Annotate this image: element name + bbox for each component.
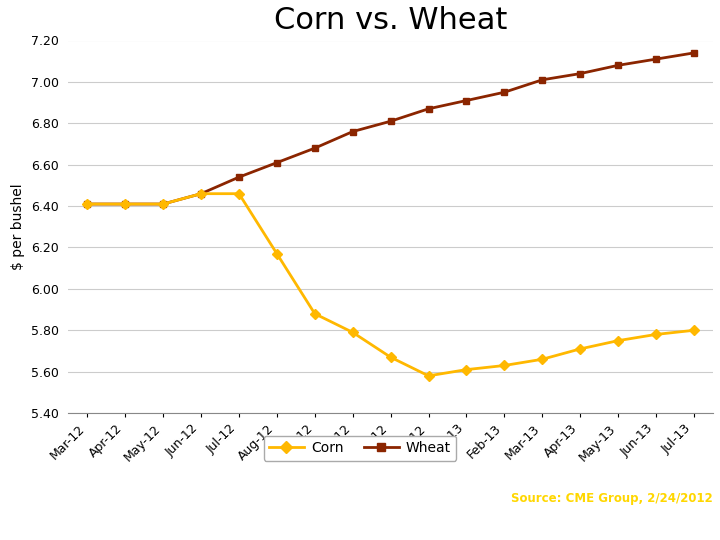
Text: Iowa State University: Iowa State University xyxy=(7,494,206,510)
Text: Ag Decision Maker: Ag Decision Maker xyxy=(568,523,713,537)
Text: Extension and Outreach/Department of Economics: Extension and Outreach/Department of Eco… xyxy=(7,523,272,532)
Legend: Corn, Wheat: Corn, Wheat xyxy=(264,436,456,461)
Title: Corn vs. Wheat: Corn vs. Wheat xyxy=(274,6,508,36)
Text: Source: CME Group, 2/24/2012: Source: CME Group, 2/24/2012 xyxy=(511,491,713,504)
Y-axis label: $ per bushel: $ per bushel xyxy=(11,184,25,270)
